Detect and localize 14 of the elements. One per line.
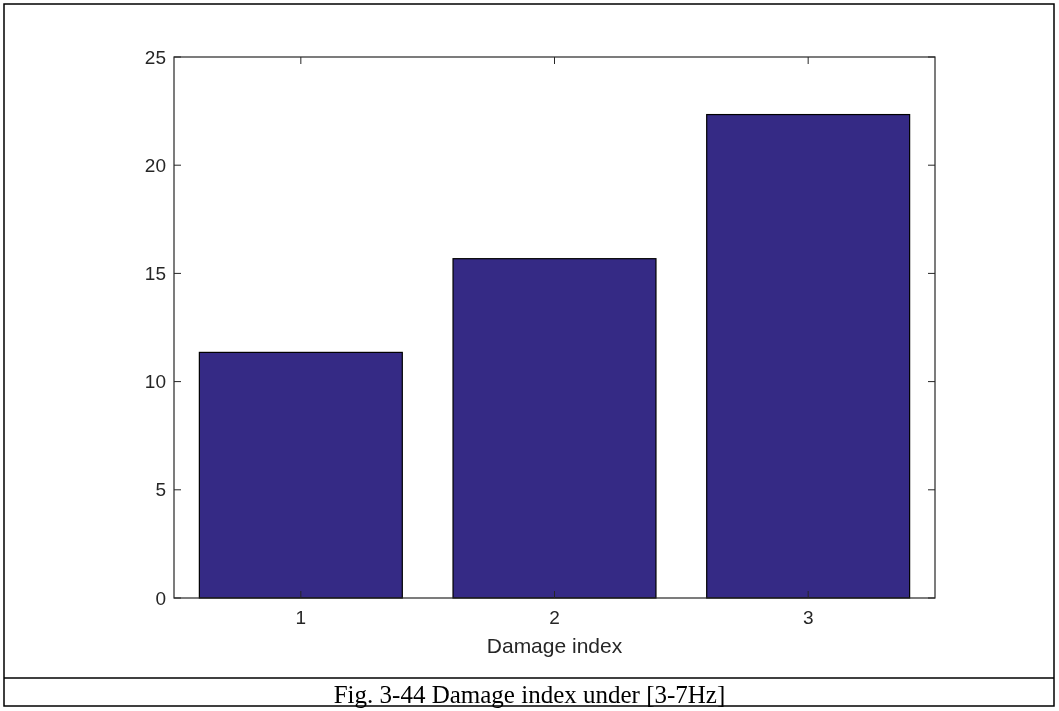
caption: Fig. 3-44 Damage index under [3-7Hz]: [333, 681, 726, 708]
x-tick-label: 3: [802, 607, 814, 628]
y-tick-label: 10: [144, 371, 166, 393]
y-tick-label: 20: [144, 154, 166, 176]
y-tick-label: 25: [144, 46, 166, 68]
bar: [706, 113, 911, 599]
bar: [452, 258, 657, 599]
y-tick-label: 15: [144, 263, 166, 285]
y-tick-label: 5: [155, 479, 166, 501]
x-tick-label: 2: [549, 607, 560, 628]
y-tick-label: 0: [155, 587, 166, 609]
x-tick-label: 1: [295, 607, 307, 628]
x-axis-title: Damage index: [486, 634, 623, 657]
bar: [198, 351, 403, 599]
